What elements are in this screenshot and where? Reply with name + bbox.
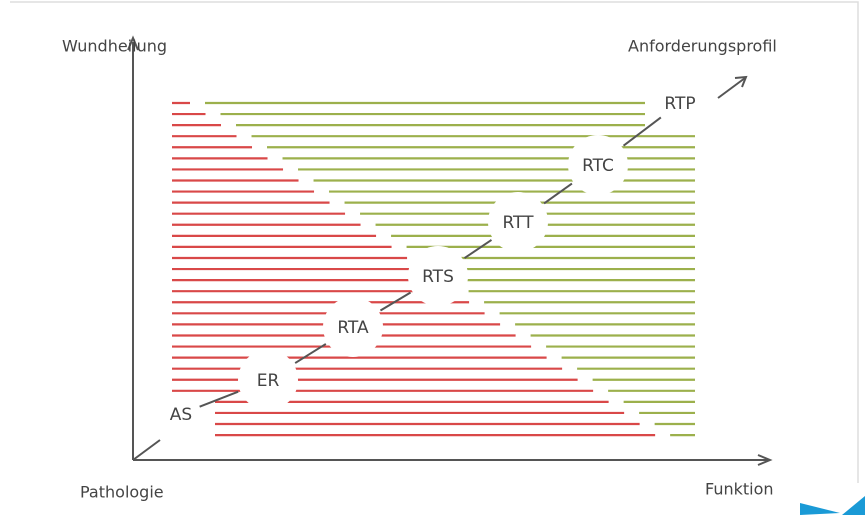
connector	[543, 182, 573, 205]
connector	[294, 343, 327, 364]
bubble	[238, 350, 298, 410]
y-arrow	[127, 35, 139, 51]
frame	[10, 1, 859, 483]
stage-label: RTT	[502, 213, 534, 233]
axes	[127, 35, 773, 466]
bubble	[323, 297, 383, 357]
bubble	[163, 396, 199, 432]
x-axis-label: Funktion	[705, 480, 774, 499]
stripes	[172, 101, 695, 437]
bubble	[408, 246, 468, 306]
connector	[622, 116, 662, 147]
stage-label: RTC	[582, 156, 614, 176]
bubble	[568, 135, 628, 195]
stage-label: RTA	[337, 318, 369, 338]
connector	[463, 239, 493, 259]
profile-arrowhead	[734, 75, 748, 88]
origin-line	[132, 439, 161, 461]
stage-bubbles	[163, 81, 702, 432]
connectors	[199, 116, 662, 408]
corner-mark	[800, 503, 840, 515]
y-axis-label: Wundheilung	[62, 37, 167, 56]
stage-label: ER	[257, 371, 280, 391]
stage-label: RTS	[422, 267, 454, 287]
x-arrow	[757, 454, 773, 466]
corner-mark	[842, 496, 865, 515]
connector	[199, 390, 239, 408]
origin-label: Pathologie	[80, 483, 164, 502]
profile-label: Anforderungsprofil	[628, 37, 777, 56]
profile-arrow	[717, 77, 746, 99]
stage-label: RTP	[664, 94, 695, 114]
bubble	[658, 81, 702, 125]
stage-label: AS	[170, 405, 192, 425]
bubble	[488, 192, 548, 252]
connector	[379, 291, 412, 312]
